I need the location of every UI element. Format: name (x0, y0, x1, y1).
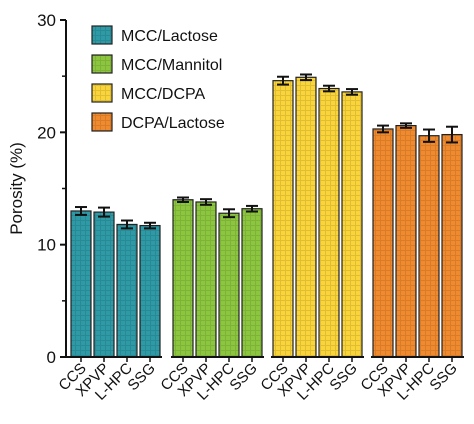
legend-swatch-texture (92, 113, 112, 131)
legend-label: DCPA/Lactose (121, 115, 225, 132)
category-label: SSG (426, 360, 460, 394)
bar-texture (296, 77, 316, 357)
axes-layer: 0 10 20 30 Porosity (%) (7, 11, 464, 367)
bar-texture (71, 210, 91, 357)
bar-texture (396, 125, 416, 358)
bar-texture (196, 201, 216, 357)
legend-swatch-texture (92, 26, 112, 44)
bar-texture (419, 135, 439, 357)
legend-label: MCC/DCPA (121, 86, 205, 103)
legend-swatch-texture (92, 84, 112, 102)
legend: MCC/Lactose MCC/Mannitol MCC/DCPA DCPA/Lact… (91, 25, 225, 132)
y-axis-title: Porosity (%) (7, 142, 26, 235)
legend-label: MCC/Lactose (121, 28, 218, 45)
y-tick-label: 20 (37, 123, 56, 142)
y-tick-label: 0 (47, 348, 56, 367)
bar-texture (319, 88, 339, 358)
bar-texture (219, 213, 239, 357)
category-label: SSG (326, 360, 360, 394)
labels-layer: CCSXPVPL-HPCSSGCCSXPVPL-HPCSSGCCSXPVPL-H… (55, 360, 460, 404)
bar-texture (173, 199, 193, 357)
legend-swatch-texture (92, 55, 112, 73)
bar-texture (94, 212, 114, 357)
bars-layer (70, 73, 463, 358)
y-tick-label: 30 (37, 11, 56, 30)
bar-texture (242, 208, 262, 357)
bar-texture (140, 225, 160, 357)
bar-texture (117, 224, 137, 357)
y-tick-label: 10 (37, 236, 56, 255)
category-label: SSG (226, 360, 260, 394)
bar-texture (273, 80, 293, 357)
legend-label: MCC/Mannitol (121, 57, 222, 74)
category-label: SSG (124, 360, 158, 394)
bar-texture (342, 91, 362, 357)
bar-texture (442, 134, 462, 357)
bar-texture (373, 128, 393, 357)
